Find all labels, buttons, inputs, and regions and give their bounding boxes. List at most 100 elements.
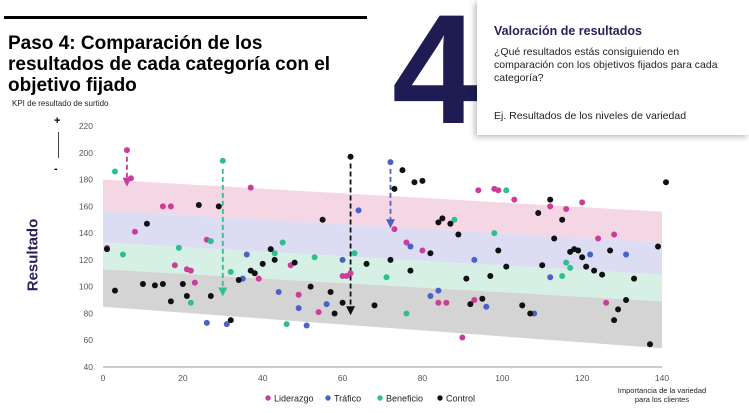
page-title: Paso 4: Comparación de los resultados de… [8, 33, 388, 96]
title-line-2: resultados de cada categoría con el [8, 54, 331, 75]
point-control [183, 293, 190, 300]
point-liderazgo [171, 262, 178, 269]
point-liderazgo [191, 279, 198, 286]
point-beneficio [567, 264, 574, 271]
point-beneficio [111, 168, 118, 175]
point-control [519, 302, 526, 309]
point-control [527, 310, 534, 317]
step-number: 4 [392, 0, 479, 157]
point-liderazgo [127, 175, 134, 182]
chart-legend: Liderazgo Tráfico Beneficio Control [265, 394, 475, 404]
point-control [487, 272, 494, 279]
legend-label-beneficio: Beneficio [386, 394, 423, 404]
point-liderazgo [603, 299, 610, 306]
point-tráfico [355, 207, 362, 214]
point-control [435, 219, 442, 226]
point-tráfico [203, 319, 210, 326]
point-control [387, 256, 394, 263]
point-control [631, 275, 638, 282]
y-tick-label: 120 [79, 255, 93, 265]
point-liderazgo [167, 203, 174, 210]
point-control [419, 177, 426, 184]
point-tráfico [547, 274, 554, 281]
point-liderazgo [391, 226, 398, 233]
point-liderazgo [131, 228, 138, 235]
y-tick-label: 80 [84, 308, 94, 318]
point-liderazgo [495, 187, 502, 194]
target-arrows [122, 156, 395, 316]
point-control [167, 298, 174, 305]
legend-marker-liderazgo [265, 395, 271, 401]
legend-marker-tráfico [325, 395, 331, 401]
point-tráfico [483, 303, 490, 310]
x-tick-label: 20 [178, 373, 188, 383]
category-bands [103, 179, 662, 349]
point-beneficio [283, 321, 290, 328]
point-beneficio [383, 274, 390, 281]
point-control [291, 259, 298, 266]
point-control [607, 247, 614, 254]
y-tick-label: 40 [84, 362, 94, 372]
point-liderazgo [435, 299, 442, 306]
point-tráfico [623, 251, 630, 258]
point-control [235, 276, 242, 283]
point-control [143, 220, 150, 227]
point-liderazgo [403, 239, 410, 246]
point-control [271, 256, 278, 263]
point-liderazgo [611, 231, 618, 238]
data-points [103, 147, 669, 348]
point-liderazgo [471, 297, 478, 304]
point-beneficio [227, 268, 234, 275]
point-tráfico [275, 289, 282, 296]
point-beneficio [279, 239, 286, 246]
title-line-1: Paso 4: Comparación de los [8, 33, 263, 54]
y-tick-label: 200 [79, 148, 93, 158]
band-control [103, 269, 662, 349]
legend-label-tráfico: Tráfico [334, 394, 361, 404]
y-tick-label: 220 [79, 121, 93, 131]
x-tick-label: 0 [101, 373, 106, 383]
point-control [307, 283, 314, 290]
point-control [539, 262, 546, 269]
point-control [327, 289, 334, 296]
x-tick-label: 80 [418, 373, 428, 383]
point-liderazgo [547, 203, 554, 210]
point-control [467, 301, 474, 308]
info-title: Valoración de resultados [494, 24, 642, 38]
point-control [579, 254, 586, 261]
x-tick-label: 140 [655, 373, 669, 383]
point-control [259, 260, 266, 267]
point-control [139, 280, 146, 287]
point-control [427, 250, 434, 257]
point-control [447, 220, 454, 227]
legend-label-liderazgo: Liderazgo [274, 394, 314, 404]
legend-label-control: Control [446, 394, 475, 404]
point-liderazgo [419, 247, 426, 254]
point-control [215, 203, 222, 210]
point-control [111, 287, 118, 294]
point-beneficio [219, 157, 226, 164]
point-control [463, 275, 470, 282]
point-beneficio [563, 259, 570, 266]
x-axis-title: Importancia de la variedad para los clie… [617, 386, 707, 404]
point-control [647, 341, 654, 348]
point-beneficio [271, 250, 278, 257]
point-tráfico [295, 305, 302, 312]
y-tick-label: 160 [79, 201, 93, 211]
point-tráfico [323, 301, 330, 308]
point-control [319, 216, 326, 223]
point-beneficio [491, 230, 498, 237]
point-liderazgo [459, 334, 466, 341]
point-control [551, 235, 558, 242]
point-beneficio [311, 254, 318, 261]
x-tick-label: 60 [338, 373, 348, 383]
point-control [655, 243, 662, 250]
x-tick-label: 40 [258, 373, 268, 383]
point-control [227, 317, 234, 324]
point-beneficio [119, 251, 126, 258]
point-control [611, 317, 618, 324]
point-control [495, 247, 502, 254]
point-tráfico [471, 256, 478, 263]
point-liderazgo [347, 270, 354, 277]
top-rule [4, 16, 367, 19]
